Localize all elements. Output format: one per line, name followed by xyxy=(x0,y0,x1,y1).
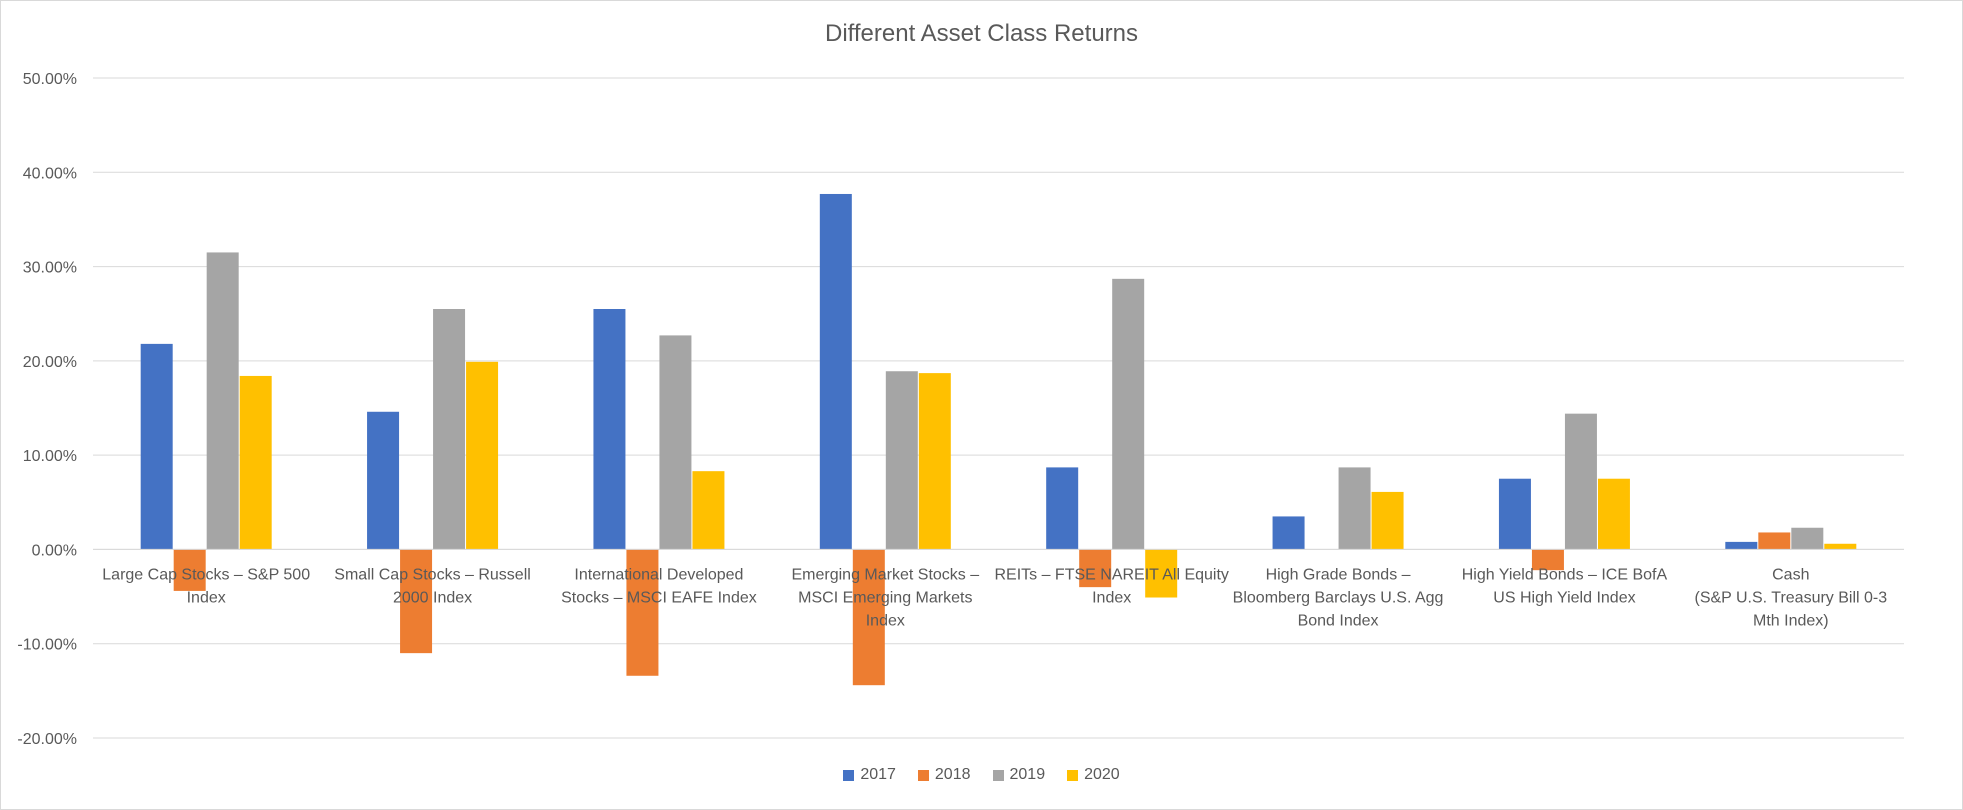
legend-swatch xyxy=(917,769,929,781)
bar-2019 xyxy=(1791,527,1824,550)
category-label: High Grade Bonds – xyxy=(1266,566,1411,583)
bar-2017 xyxy=(819,193,852,550)
bar-2018 xyxy=(400,549,433,654)
bar-2017 xyxy=(1498,478,1531,550)
bar-2018 xyxy=(1531,549,1564,571)
category-label: International Developed xyxy=(574,566,743,583)
category-label: Bond Index xyxy=(1298,612,1379,629)
legend-label: 2017 xyxy=(860,766,896,783)
y-tick-label: 50.00% xyxy=(23,71,77,88)
bar-2019 xyxy=(1564,413,1597,550)
category-label: Stocks – MSCI EAFE Index xyxy=(561,589,757,606)
chart-legend: 2017 2018 2019 2020 xyxy=(0,766,1963,784)
bar-2020 xyxy=(239,375,272,550)
bar-2019 xyxy=(1112,278,1145,550)
bar-2020 xyxy=(1371,491,1404,550)
bar-2017 xyxy=(1272,516,1305,550)
category-label: Index xyxy=(187,589,226,606)
legend-label: 2018 xyxy=(934,766,971,783)
bar-2017 xyxy=(1725,541,1758,550)
category-label: Mth Index) xyxy=(1753,612,1829,629)
y-tick-label: -20.00% xyxy=(17,731,77,748)
category-label: MSCI Emerging Markets xyxy=(798,589,972,606)
bar-2017 xyxy=(593,309,626,550)
bar-2018 xyxy=(1758,532,1791,550)
legend-item-2017: 2017 xyxy=(843,766,896,784)
category-label: 2000 Index xyxy=(393,589,472,606)
bar-2020 xyxy=(692,471,725,550)
bar-2020 xyxy=(1824,543,1857,550)
category-label: Bloomberg Barclays U.S. Agg xyxy=(1233,589,1444,606)
y-tick-label: 10.00% xyxy=(23,448,77,465)
legend-swatch xyxy=(843,769,855,781)
chart-title: Different Asset Class Returns xyxy=(824,20,1139,47)
bar-2018 xyxy=(1079,549,1112,588)
bar-2018 xyxy=(173,549,206,591)
category-label: REITs – FTSE NAREIT All Equity xyxy=(994,566,1228,583)
bar-2018 xyxy=(852,549,885,686)
bar-2020 xyxy=(1597,478,1630,550)
bar-2020 xyxy=(1145,549,1178,598)
bar-2019 xyxy=(659,335,692,550)
legend-label: 2019 xyxy=(1009,766,1046,783)
legend-swatch xyxy=(992,769,1004,781)
category-label: Cash xyxy=(1772,566,1809,583)
bar-2017 xyxy=(140,343,173,550)
category-label: (S&P U.S. Treasury Bill 0-3 xyxy=(1694,589,1887,606)
category-label: Index xyxy=(1092,589,1131,606)
bar-2017 xyxy=(1046,467,1079,550)
bar-2019 xyxy=(885,371,918,550)
y-tick-label: 30.00% xyxy=(23,260,77,277)
y-tick-label: 40.00% xyxy=(23,165,77,182)
category-label: Emerging Market Stocks – xyxy=(792,566,980,583)
bar-2020 xyxy=(466,361,499,550)
legend-item-2019: 2019 xyxy=(992,766,1046,784)
bar-2018 xyxy=(626,549,659,676)
y-tick-label: 20.00% xyxy=(23,354,77,371)
bar-2019 xyxy=(433,309,466,550)
bar-2017 xyxy=(367,411,400,550)
category-label: Index xyxy=(866,612,905,629)
bar-2019 xyxy=(1338,467,1371,550)
bar-2019 xyxy=(206,252,239,550)
y-tick-label: 0.00% xyxy=(32,542,77,559)
y-tick-label: -10.00% xyxy=(17,637,77,654)
legend-item-2018: 2018 xyxy=(917,766,971,784)
legend-label: 2020 xyxy=(1084,766,1120,783)
bar-2020 xyxy=(918,373,951,550)
legend-swatch xyxy=(1067,769,1079,781)
category-label: High Yield Bonds – ICE BofA xyxy=(1462,566,1668,583)
category-label: Large Cap Stocks – S&P 500 xyxy=(102,566,310,583)
category-label: US High Yield Index xyxy=(1493,589,1635,606)
legend-item-2020: 2020 xyxy=(1067,766,1120,784)
category-label: Small Cap Stocks – Russell xyxy=(334,566,531,583)
